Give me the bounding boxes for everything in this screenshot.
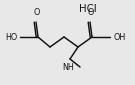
- Text: HCl: HCl: [79, 4, 97, 14]
- Text: NH: NH: [62, 63, 74, 72]
- Text: O: O: [88, 8, 94, 17]
- Text: O: O: [34, 8, 40, 17]
- Text: OH: OH: [113, 32, 125, 41]
- Text: HO: HO: [5, 32, 17, 41]
